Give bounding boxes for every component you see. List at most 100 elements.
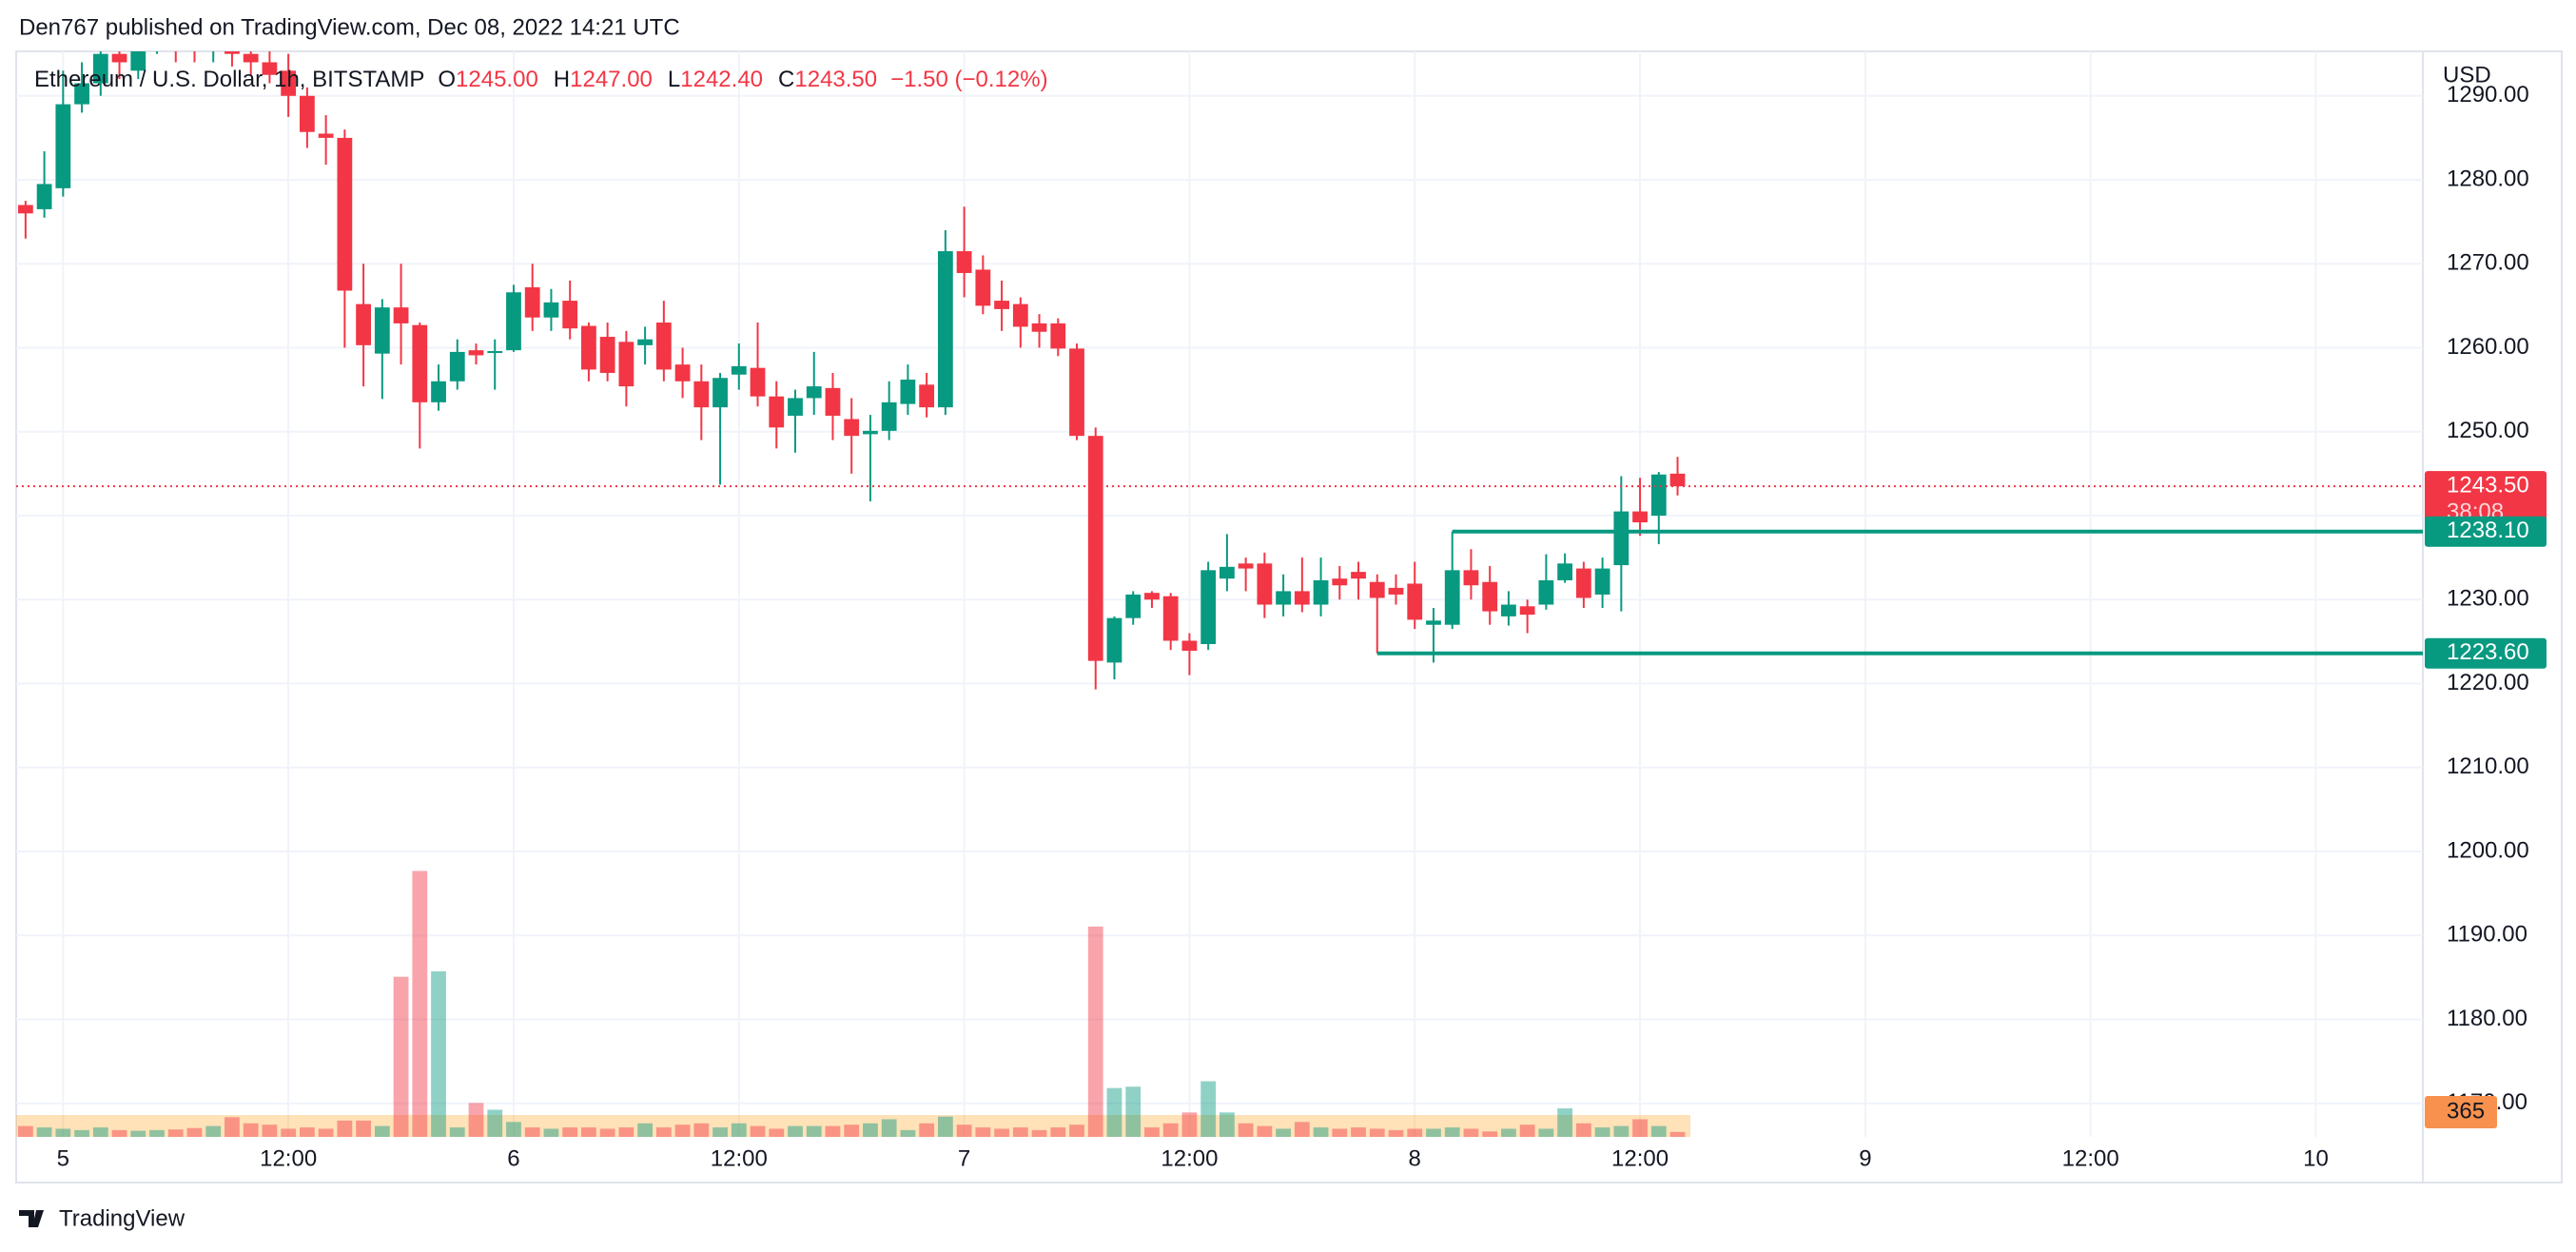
candle-body xyxy=(36,184,52,209)
candle-body xyxy=(431,381,446,402)
volume-bar xyxy=(55,1128,71,1137)
candle-body xyxy=(55,104,71,188)
candle-body xyxy=(1294,591,1310,605)
volume-bar xyxy=(919,1123,935,1137)
ohlc-value: 1245.00 xyxy=(456,67,538,92)
volume-bar xyxy=(487,1109,503,1137)
candle-body xyxy=(318,133,334,138)
ohlc-value: 1247.00 xyxy=(570,67,653,92)
candle-body xyxy=(937,251,953,408)
candle-body xyxy=(637,339,654,345)
candle-body xyxy=(788,398,803,416)
candle-body xyxy=(1351,572,1366,579)
volume-label-box xyxy=(2425,1096,2497,1128)
candle-body xyxy=(1200,570,1217,645)
candle-body xyxy=(618,342,634,387)
x-tick-label: 12:00 xyxy=(2062,1145,2119,1171)
volume-bar xyxy=(374,1125,390,1137)
candle-body xyxy=(1276,591,1291,605)
volume-bar xyxy=(524,1127,540,1137)
y-tick-label: 1250.00 xyxy=(2447,418,2529,443)
volume-bar xyxy=(1162,1123,1179,1137)
volume-bar xyxy=(1463,1128,1479,1137)
volume-bar xyxy=(1181,1112,1198,1137)
volume-bar xyxy=(1050,1127,1066,1137)
symbol-legend: Ethereum / U.S. Dollar, 1h, BITSTAMP O124… xyxy=(34,67,1048,92)
candle-body xyxy=(17,205,33,214)
volume-bar xyxy=(412,871,428,1137)
last-price-label: 1243.50 xyxy=(2447,472,2529,498)
volume-bar xyxy=(356,1120,371,1137)
volume-bar xyxy=(130,1130,146,1137)
footer-brand: TradingView xyxy=(59,1205,185,1231)
candle-body xyxy=(281,70,297,96)
volume-bar xyxy=(975,1127,991,1137)
volume-bar xyxy=(543,1128,559,1137)
candle-body xyxy=(524,286,540,318)
last-price-box xyxy=(2425,471,2547,531)
volume-bar xyxy=(844,1125,860,1137)
volume-bar xyxy=(318,1128,334,1137)
publisher-line: Den767 published on TradingView.com, Dec… xyxy=(19,14,680,40)
candle-body xyxy=(1031,323,1047,332)
volume-bar xyxy=(1220,1112,1235,1137)
volume-bar xyxy=(243,1123,259,1137)
volume-bar xyxy=(956,1125,972,1137)
candle-body xyxy=(731,365,747,375)
candle-body xyxy=(111,53,127,63)
candle-body xyxy=(1482,581,1498,612)
y-tick-label: 1230.00 xyxy=(2447,586,2529,612)
candle-body xyxy=(1144,593,1160,600)
overlay: 1170.001180.001190.001200.001210.001220.… xyxy=(16,82,2547,1171)
x-tick-label: 12:00 xyxy=(1611,1145,1669,1171)
volume-bar xyxy=(1501,1128,1516,1137)
volume-bar xyxy=(506,1122,521,1137)
x-tick-label: 5 xyxy=(57,1145,69,1171)
volume-bar xyxy=(994,1128,1009,1137)
candle-body xyxy=(1632,511,1648,523)
currency-label: USD xyxy=(2443,62,2491,88)
volume-bar xyxy=(693,1123,710,1137)
candle-body xyxy=(1538,579,1554,605)
volume-bar xyxy=(262,1125,278,1137)
candle-body xyxy=(1463,570,1479,586)
volume-bar xyxy=(825,1125,841,1137)
volume-bar xyxy=(111,1129,127,1137)
candle-body xyxy=(1332,578,1348,586)
x-tick-label: 12:00 xyxy=(1161,1145,1218,1171)
candle-body xyxy=(1575,568,1591,598)
volume-bar xyxy=(1069,1125,1084,1137)
volume-bar xyxy=(393,976,409,1137)
ohlc-key: L xyxy=(668,67,680,92)
volume-bar xyxy=(806,1125,822,1137)
volume-bar xyxy=(881,1119,897,1137)
volume-bar xyxy=(618,1127,634,1137)
volume-bar xyxy=(1519,1125,1535,1137)
candle-body xyxy=(543,302,559,318)
candle-body xyxy=(1220,566,1235,579)
candle-body xyxy=(487,351,503,354)
volume-bar xyxy=(637,1123,654,1137)
volume-bar xyxy=(337,1120,353,1137)
volume-label: 365 xyxy=(2447,1098,2485,1124)
volume-bar xyxy=(1650,1125,1667,1137)
candle-body xyxy=(881,401,897,431)
volume-bar xyxy=(1444,1127,1460,1137)
candle-body xyxy=(562,301,578,329)
level-label: 1238.10 xyxy=(2447,518,2529,543)
candle-body xyxy=(1257,563,1273,605)
volume-bar xyxy=(1294,1122,1310,1137)
y-tick-label: 1290.00 xyxy=(2447,82,2529,108)
volume-bar xyxy=(863,1123,878,1137)
volume-bar xyxy=(1144,1127,1160,1137)
volume-bar xyxy=(1351,1127,1366,1137)
volume-bar xyxy=(1125,1086,1142,1137)
volume-bar xyxy=(1407,1128,1423,1137)
volume-bar xyxy=(1613,1125,1630,1137)
ohlc-key: O xyxy=(438,67,456,92)
candle-body xyxy=(1181,640,1198,652)
volume-bar xyxy=(1012,1127,1028,1137)
candle-body xyxy=(224,51,240,54)
volume-bar xyxy=(1557,1108,1573,1137)
